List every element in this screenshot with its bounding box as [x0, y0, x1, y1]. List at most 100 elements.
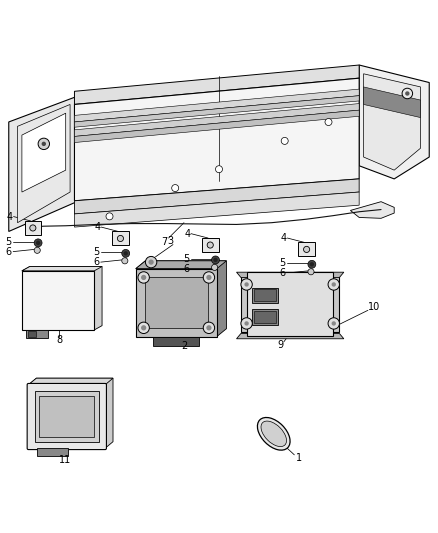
Text: 1: 1	[296, 454, 302, 463]
Bar	[298, 243, 315, 256]
Circle shape	[206, 275, 212, 280]
Circle shape	[206, 325, 212, 330]
Circle shape	[402, 88, 413, 99]
Circle shape	[42, 142, 46, 146]
Polygon shape	[237, 334, 344, 339]
Polygon shape	[153, 336, 199, 346]
Circle shape	[405, 91, 410, 96]
Circle shape	[122, 258, 128, 264]
Polygon shape	[26, 330, 48, 338]
Bar	[252, 287, 278, 303]
Circle shape	[310, 262, 314, 266]
Text: 8: 8	[56, 335, 62, 345]
Polygon shape	[74, 192, 359, 227]
Circle shape	[36, 241, 40, 245]
Bar	[112, 231, 129, 246]
Polygon shape	[18, 104, 70, 223]
Text: 5: 5	[183, 254, 189, 264]
Circle shape	[212, 264, 218, 270]
Circle shape	[244, 282, 249, 287]
Circle shape	[241, 279, 252, 290]
Text: 6: 6	[279, 268, 286, 278]
Text: 6: 6	[183, 264, 189, 273]
Polygon shape	[74, 78, 359, 201]
Bar	[252, 310, 278, 325]
Circle shape	[106, 213, 113, 220]
Circle shape	[215, 166, 223, 173]
Polygon shape	[22, 266, 102, 330]
Polygon shape	[74, 179, 359, 214]
Text: 5: 5	[6, 237, 12, 247]
Polygon shape	[364, 87, 420, 118]
Text: 4: 4	[95, 222, 101, 232]
Text: 3: 3	[167, 236, 173, 246]
Polygon shape	[37, 448, 68, 456]
Polygon shape	[74, 110, 359, 142]
Bar	[145, 278, 208, 328]
Polygon shape	[22, 266, 102, 271]
Polygon shape	[136, 261, 226, 269]
Polygon shape	[136, 261, 226, 336]
Circle shape	[332, 321, 336, 326]
Text: 4: 4	[184, 229, 191, 239]
Polygon shape	[350, 201, 394, 219]
Circle shape	[34, 247, 40, 253]
Circle shape	[325, 118, 332, 126]
Ellipse shape	[258, 417, 290, 450]
Circle shape	[124, 251, 128, 255]
Circle shape	[281, 138, 288, 144]
Circle shape	[138, 322, 149, 334]
Circle shape	[203, 322, 215, 334]
Text: 4: 4	[7, 212, 13, 222]
Circle shape	[241, 318, 252, 329]
Circle shape	[122, 249, 130, 257]
Text: 5: 5	[279, 258, 286, 268]
Text: 7: 7	[161, 237, 167, 247]
Circle shape	[308, 260, 316, 268]
Polygon shape	[28, 378, 113, 385]
Text: 4: 4	[281, 233, 287, 243]
Text: 5: 5	[93, 247, 99, 257]
Text: 11: 11	[59, 455, 71, 465]
Polygon shape	[364, 74, 420, 170]
Text: 9: 9	[277, 341, 283, 350]
Polygon shape	[237, 272, 344, 278]
Bar	[35, 391, 99, 442]
Text: 6: 6	[93, 257, 99, 267]
Circle shape	[38, 138, 49, 150]
Circle shape	[207, 242, 213, 248]
Circle shape	[332, 282, 336, 287]
Bar	[247, 272, 333, 336]
Circle shape	[244, 321, 249, 326]
Polygon shape	[74, 103, 359, 136]
Bar	[22, 271, 94, 330]
Circle shape	[34, 239, 42, 247]
Circle shape	[328, 279, 339, 290]
Ellipse shape	[261, 421, 286, 447]
Polygon shape	[241, 276, 339, 332]
Bar	[28, 332, 36, 336]
Circle shape	[308, 269, 314, 275]
Circle shape	[141, 275, 146, 280]
Bar	[254, 289, 276, 301]
Bar	[202, 238, 219, 252]
Bar	[254, 311, 276, 323]
FancyBboxPatch shape	[27, 383, 106, 449]
Circle shape	[213, 258, 218, 262]
Circle shape	[141, 325, 146, 330]
Bar	[136, 269, 217, 336]
Circle shape	[138, 272, 149, 283]
Polygon shape	[9, 96, 79, 231]
Polygon shape	[74, 89, 359, 122]
Circle shape	[117, 236, 124, 241]
Polygon shape	[359, 65, 429, 179]
Circle shape	[148, 260, 154, 265]
Circle shape	[145, 256, 157, 268]
Circle shape	[304, 246, 310, 253]
Circle shape	[328, 318, 339, 329]
Text: 10: 10	[368, 302, 381, 312]
Polygon shape	[22, 113, 66, 192]
Circle shape	[172, 184, 179, 191]
Polygon shape	[28, 378, 113, 448]
Circle shape	[212, 256, 219, 264]
